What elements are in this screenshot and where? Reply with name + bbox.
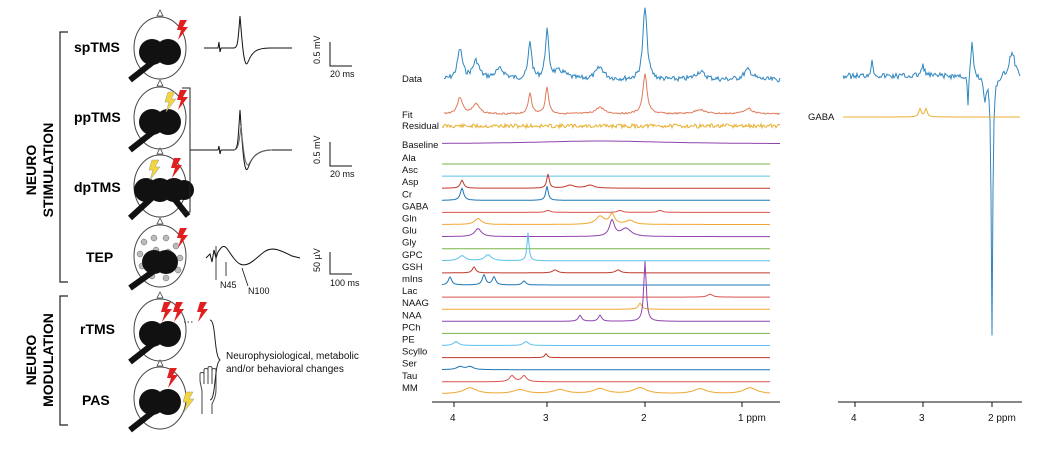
protocol-label-rtms: rTMS — [80, 321, 115, 337]
protocol-label-pas: PAS — [82, 392, 110, 408]
modulation-bracket — [59, 295, 68, 426]
metabolite-label-glu: Glu — [402, 226, 417, 237]
spectra-tick-3: 3 — [543, 413, 549, 424]
metabolite-trace-gln — [442, 212, 770, 225]
outcome-bracket — [209, 319, 221, 401]
spectra-tick-2: 2 — [641, 413, 647, 424]
metabolite-label-pch: PCh — [402, 322, 420, 333]
metabolite-trace-glu — [442, 218, 770, 238]
metabolite-label-ala: Ala — [402, 153, 416, 164]
pptms-mep-trace — [190, 109, 292, 171]
tep-trace — [205, 245, 301, 266]
residual-spectrum-trace — [441, 122, 781, 130]
metabolite-label-scyllo: Scyllo — [402, 347, 427, 358]
peak-label-n45: N45 — [220, 280, 237, 290]
gaba-tick-2ppm: 2 ppm — [988, 413, 1016, 424]
head-sptms — [128, 9, 188, 83]
pptms-mep-trace-2 — [233, 125, 273, 166]
metabolite-trace-mins — [441, 273, 770, 286]
metabolite-trace-gsh — [442, 266, 770, 274]
metabolite-label-naa: NAA — [402, 310, 422, 321]
spectrum-label-baseline: Baseline — [402, 140, 438, 151]
gaba-tick-3: 3 — [919, 413, 925, 424]
metabolite-trace-tau — [442, 374, 770, 383]
n100-arrow — [241, 267, 249, 287]
metabolite-trace-naag — [442, 302, 770, 310]
scale-v-pptms: 0.5 mV — [312, 135, 322, 164]
metabolite-label-asc: Asc — [402, 165, 418, 176]
metabolite-trace-pe — [442, 340, 770, 346]
metabolite-trace-gaba — [442, 209, 770, 213]
sptms-mep-trace — [204, 15, 292, 65]
spectrum-label-residual: Residual — [402, 121, 439, 132]
scale-v-tep: 50 µV — [312, 248, 322, 272]
metabolite-trace-naa — [442, 261, 770, 322]
head-rtms — [128, 291, 208, 365]
gaba-panel: GABA 4 3 2 ppm — [808, 41, 1022, 424]
scale-v-sptms: 0.5 mV — [312, 35, 322, 64]
metabolite-label-ser: Ser — [402, 359, 417, 370]
head-pptms — [128, 79, 188, 153]
metabolite-trace-asp — [442, 173, 770, 189]
metabolite-trace-ser — [442, 365, 770, 371]
gaba-tick-4: 4 — [851, 413, 857, 424]
protocol-label-dptms: dpTMS — [74, 179, 121, 195]
metabolite-label-gln: Gln — [402, 214, 417, 225]
protocol-label-sptms: spTMS — [74, 39, 120, 55]
spectra-tick-4: 4 — [450, 413, 456, 424]
gaba-axis-ticks — [854, 402, 993, 407]
data-spectrum-trace — [443, 7, 781, 83]
gaba-fit-trace — [843, 107, 1020, 118]
peak-label-n100: N100 — [248, 286, 270, 296]
outcome-text-line1: Neurophysiological, metabolic — [226, 351, 359, 362]
scale-t-sptms: 20 ms — [330, 69, 355, 79]
pp-dp-bracket — [182, 87, 191, 213]
group-label-modulation: NEUROMODULATION — [23, 313, 56, 407]
group-label-stimulation: NEUROSTIMULATION — [23, 123, 56, 218]
outcome-text-line2: and/or behavioral changes — [226, 364, 344, 375]
scale-bar-tep — [329, 252, 352, 275]
metabolite-label-mm: MM — [402, 383, 418, 394]
metabolite-label-pe: PE — [402, 335, 415, 346]
metabolite-trace-scyllo — [442, 352, 770, 359]
metabolite-label-lac: Lac — [402, 286, 418, 297]
metabolite-label-gpc: GPC — [402, 250, 423, 261]
metabolite-label-gaba: GABA — [402, 201, 429, 212]
spectra-tick-1ppm: 1 ppm — [738, 413, 766, 424]
left-panel: NEUROSTIMULATION NEUROMODULATION spTMS p… — [23, 9, 360, 433]
head-pas — [128, 359, 195, 433]
metabolite-label-cr: Cr — [402, 189, 412, 200]
baseline-spectrum-trace — [442, 140, 780, 144]
head-dptms — [127, 147, 194, 221]
metabolite-traces: AlaAscAspCrGABAGlnGluGlyGPCGSHmInsLacNAA… — [402, 153, 771, 394]
gaba-label: GABA — [808, 112, 835, 123]
scale-bar-sptms — [329, 42, 352, 67]
protocol-label-pptms: ppTMS — [74, 109, 121, 125]
metabolite-label-naag: NAAG — [402, 298, 429, 309]
scale-bar-pptms — [329, 142, 352, 167]
metabolite-label-mins: mIns — [402, 274, 423, 285]
spectrum-label-data: Data — [402, 74, 423, 85]
spectrum-label-fit: Fit — [402, 110, 413, 121]
metabolite-trace-cr — [442, 186, 770, 201]
protocol-label-tep: TEP — [86, 249, 113, 265]
metabolite-trace-gpc — [441, 232, 770, 262]
scale-t-tep: 100 ms — [330, 278, 360, 288]
metabolite-label-gsh: GSH — [402, 262, 423, 273]
scale-t-pptms: 20 ms — [330, 169, 355, 179]
head-tep — [128, 217, 188, 291]
spectra-axis-ticks — [453, 402, 743, 407]
gaba-data-trace — [842, 41, 1021, 336]
stimulation-bracket — [59, 31, 68, 283]
fit-spectrum-trace — [443, 73, 781, 116]
metabolite-trace-mm — [441, 386, 771, 394]
metabolite-label-tau: Tau — [402, 371, 417, 382]
metabolite-trace-lac — [442, 293, 770, 298]
metabolite-label-gly: Gly — [402, 238, 417, 249]
metabolite-label-asp: Asp — [402, 177, 418, 188]
spectra-panel: Data Fit Residual Baseline AlaAscAspCrGA… — [402, 7, 781, 424]
